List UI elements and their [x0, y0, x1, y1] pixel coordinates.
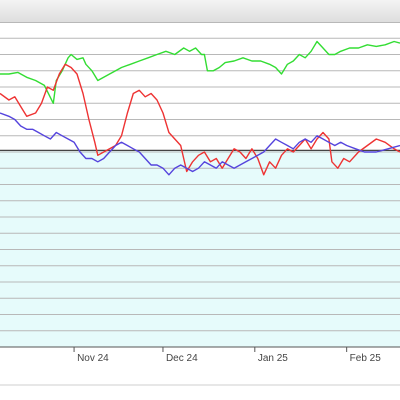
x-tick-label: Feb 25	[350, 353, 382, 364]
series-line-3	[0, 112, 400, 176]
chart-container: Nov 24 Dec 24 Jan 25 Feb 25	[0, 22, 400, 400]
plot-background	[0, 150, 400, 347]
window-top-bar	[0, 0, 400, 23]
x-axis-ticks: Nov 24 Dec 24 Jan 25 Feb 25	[73, 347, 382, 364]
grid-lines	[0, 22, 400, 348]
series-line-1	[0, 40, 400, 105]
series-layer	[0, 40, 400, 176]
x-tick-label: Dec 24	[166, 353, 198, 364]
x-tick-label: Jan 25	[258, 353, 288, 364]
line-chart: Nov 24 Dec 24 Jan 25 Feb 25	[0, 22, 400, 386]
series-line-2	[0, 63, 400, 176]
x-tick-label: Nov 24	[77, 353, 109, 364]
